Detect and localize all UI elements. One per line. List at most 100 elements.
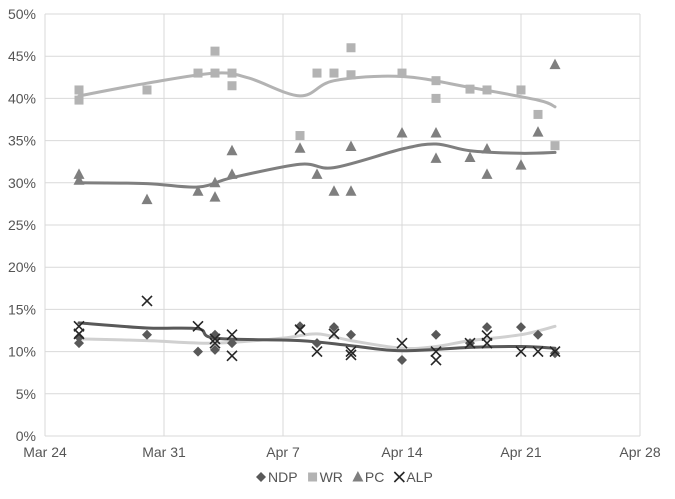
ndp-point [431,329,441,340]
alp-point [141,295,153,307]
wr-point [227,68,237,78]
ndp-point [74,338,84,349]
wr-point [482,85,492,95]
alp-point [294,324,306,336]
pc-point [226,144,238,156]
pc-point [481,168,493,179]
wr-point [210,46,220,56]
wr-point [210,68,220,78]
wr-point [431,76,441,86]
ndp-point [74,332,84,343]
x-tick-label: Mar 31 [142,444,186,460]
wr-point [295,131,305,141]
wr-point [346,43,356,53]
trend-lines [77,71,557,353]
pc-point [73,168,85,179]
wr-point [431,93,441,103]
alp-point [209,333,221,345]
alp-point [515,346,527,358]
y-tick-label: 15% [8,301,36,317]
ndp-point [550,348,560,359]
trend-line-ndp [77,324,557,351]
y-tick-label: 5% [16,386,36,402]
ndp-point [516,322,526,333]
pc-point [464,151,476,162]
alp-point [311,346,323,358]
alp-point [345,346,357,358]
pc-point [345,185,357,196]
wr-point [142,85,152,95]
ndp-point [227,338,237,349]
pc-point [430,152,442,163]
x-tick-label: Apr 21 [500,444,541,460]
pc-point [311,168,323,179]
pc-point [430,127,442,138]
alp-point [430,354,442,366]
alp-point [430,346,442,358]
pc-point [226,168,238,179]
legend-wr-label: WR [320,469,343,485]
legend-wr-marker [308,472,318,482]
pc-point [396,127,408,138]
ndp-point [533,329,543,340]
alp-point [226,350,238,362]
x-tick-label: Mar 24 [23,444,67,460]
pc-point [209,191,221,202]
wr-point [465,84,475,94]
ndp-point [397,355,407,366]
trend-line-pc [77,142,557,189]
wr-point [193,68,203,78]
alp-point [464,337,476,349]
ndp-point [482,322,492,333]
legend-ndp-marker [256,472,266,482]
axes: 0% 5% 10% 15% 20% 25% 30% 35% 40% 45% 50% Mar 24 Mar… [8,6,661,460]
wr-point [346,70,356,80]
pc-point [209,176,221,188]
wr-point [329,68,339,78]
legend-pc-marker [352,471,364,482]
y-tick-label: 50% [8,6,36,22]
y-tick-label: 40% [8,90,36,106]
ndp-point [346,329,356,340]
pc-point [294,142,306,153]
y-tick-label: 30% [8,175,36,191]
alp-point [481,329,493,342]
alp-point [532,346,544,358]
pc-point [192,185,204,196]
wr-point [533,109,543,119]
wr-point [74,85,84,95]
pc-point [345,140,357,152]
legend-alp-marker [393,471,405,483]
x-tick-label: Apr 7 [266,444,300,460]
ndp-point [142,329,152,340]
y-tick-label: 35% [8,133,36,149]
pc-point [328,185,340,196]
trend-line-alp [77,321,557,353]
ndp-point [193,346,203,357]
y-tick-label: 25% [8,217,36,233]
wr-point [397,68,407,78]
alp-point [226,329,238,341]
pc-point [532,126,544,137]
wr-point [516,85,526,95]
y-tick-label: 20% [8,259,36,275]
ndp-point [295,321,305,332]
alp-point [73,328,85,340]
legend-alp-label: ALP [406,469,432,485]
y-tick-label: 45% [8,48,36,64]
legend-ndp-label: NDP [268,469,298,485]
pc-point [481,143,493,154]
wr-point [227,81,237,91]
y-tick-label: 10% [8,344,36,360]
pc-point [141,193,153,205]
alp-point [345,349,357,361]
legend: NDP WR PC ALP [256,469,433,485]
pc-point [549,58,561,70]
pc-point [515,159,527,170]
ndp-point [312,338,322,349]
x-tick-label: Apr 14 [381,444,422,460]
alp-point [549,346,561,358]
x-tick-label: Apr 28 [619,444,660,460]
alp-point [192,320,204,332]
